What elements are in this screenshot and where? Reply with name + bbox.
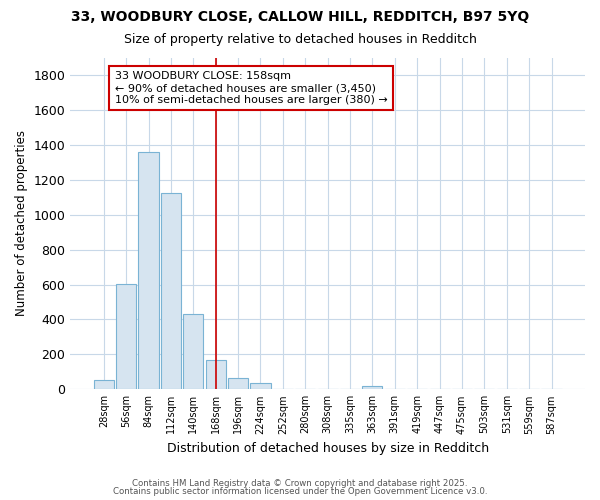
Bar [139,152,158,390]
Bar [183,314,203,390]
Text: Contains public sector information licensed under the Open Government Licence v3: Contains public sector information licen… [113,487,487,496]
Bar [228,378,248,390]
X-axis label: Distribution of detached houses by size in Redditch: Distribution of detached houses by size … [167,442,489,455]
Bar [362,386,382,390]
Bar [250,383,271,390]
Bar [206,360,226,390]
Bar [94,380,114,390]
Text: Size of property relative to detached houses in Redditch: Size of property relative to detached ho… [124,32,476,46]
Text: Contains HM Land Registry data © Crown copyright and database right 2025.: Contains HM Land Registry data © Crown c… [132,478,468,488]
Text: 33 WOODBURY CLOSE: 158sqm
← 90% of detached houses are smaller (3,450)
10% of se: 33 WOODBURY CLOSE: 158sqm ← 90% of detac… [115,72,388,104]
Text: 33, WOODBURY CLOSE, CALLOW HILL, REDDITCH, B97 5YQ: 33, WOODBURY CLOSE, CALLOW HILL, REDDITC… [71,10,529,24]
Bar [161,193,181,390]
Bar [116,284,136,390]
Y-axis label: Number of detached properties: Number of detached properties [15,130,28,316]
